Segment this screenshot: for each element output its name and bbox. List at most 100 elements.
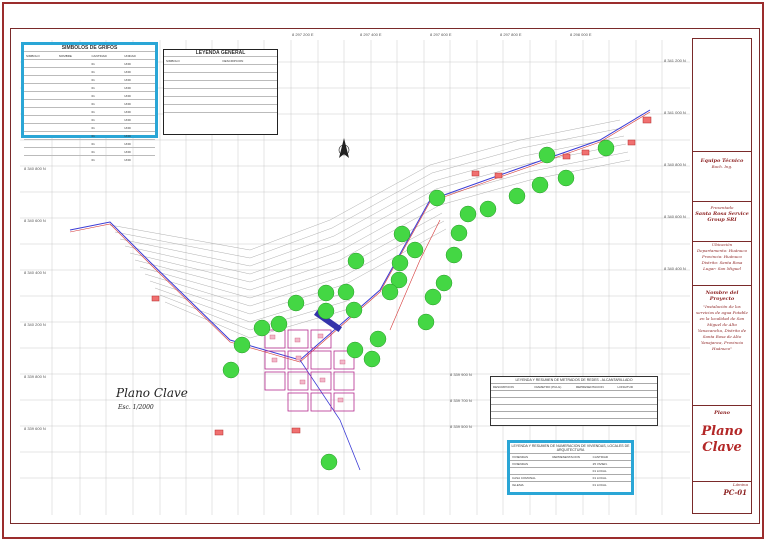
ubicacion-row: Distrito: Santa Rosa	[701, 260, 743, 265]
symbols-legend-row-cell: UND	[124, 101, 131, 106]
housing-legend-row-cell: CASA COMUNAL	[512, 476, 536, 480]
general-legend-row	[164, 88, 277, 96]
presentado-section: Presentado Santa Rosa Service Group SRI	[693, 201, 751, 241]
svg-text:8 297 200 E: 8 297 200 E	[292, 32, 314, 37]
symbols-legend-row: 01 UND	[24, 83, 155, 91]
network-legend-rows	[491, 390, 657, 425]
symbols-legend-table: SIMBOLOS DE GRIFOS SIMBOLO NOMBRE CANTID…	[21, 42, 158, 162]
svg-text:8 339 500 N: 8 339 500 N	[450, 424, 472, 429]
svg-text:8 340 600 N: 8 340 600 N	[24, 218, 46, 223]
header-descripcion: DESCRIPCION	[493, 385, 514, 389]
svg-text:8 340 800 N: 8 340 800 N	[24, 166, 46, 171]
symbols-legend-row-cell: 01	[91, 77, 95, 82]
symbols-legend-row: 01 UND	[24, 139, 155, 147]
network-legend-row	[491, 411, 657, 418]
symbols-legend-row-cell: UND	[124, 149, 131, 154]
nombre-proyecto-label: Nombre del Proyecto	[705, 290, 739, 302]
svg-text:8 297 600 E: 8 297 600 E	[430, 32, 452, 37]
general-legend-row	[164, 72, 277, 80]
symbols-legend-row-cell: UND	[124, 109, 131, 114]
svg-text:8 340 400 N: 8 340 400 N	[664, 266, 686, 271]
symbols-legend-row-cell: 01	[91, 141, 95, 146]
header-simbolo: SIMBOLO	[26, 53, 40, 58]
network-legend-header: DESCRIPCION DIAMETRO (PULG) REPRESENTACI…	[491, 383, 657, 390]
general-legend-title: LEYENDA GENERAL	[195, 50, 246, 56]
housing-legend-row-cell: 01 LOCAL	[592, 476, 607, 480]
header-representacion: REPRESENTACION	[576, 385, 604, 389]
housing-legend-row-cell: IGLESIA	[512, 483, 524, 487]
svg-text:8 339 800 N: 8 339 800 N	[24, 374, 46, 379]
svg-text:8 340 200 N: 8 340 200 N	[24, 322, 46, 327]
svg-text:8 339 600 N: 8 339 600 N	[24, 426, 46, 431]
general-legend-row	[164, 104, 277, 112]
symbols-legend-row-cell: 01	[91, 157, 95, 162]
equipo-tecnico-label: Equipo Técnico	[700, 158, 744, 164]
svg-text:8 298 000 E: 8 298 000 E	[570, 32, 592, 37]
housing-legend-row-cell: 01 LOCAL	[592, 483, 607, 487]
lamina-number: PC-01	[723, 488, 747, 497]
symbols-legend-row-cell: 01	[91, 149, 95, 154]
empresa-name: Santa Rosa Service Group SRI	[695, 211, 749, 223]
housing-legend-row: VIVIENDAS 25 VIVIEN.	[510, 460, 631, 467]
ubicacion-row: Lugar: San Miguel	[703, 266, 741, 271]
symbols-legend-row: 01 UND	[24, 99, 155, 107]
symbols-legend-row-cell: 01	[91, 85, 95, 90]
housing-legend-row: 01 LOCAL	[510, 467, 631, 474]
symbols-legend-row: 01 UND	[24, 147, 155, 155]
header-longitud: LONGITUD	[617, 385, 634, 389]
symbols-legend-row: 01 UND	[24, 107, 155, 115]
header-cantidad: CANTIDAD	[592, 455, 608, 459]
housing-legend-rows: VIVIENDAS 25 VIVIEN. 01 LOCAL CASA COMUNAL 0…	[510, 460, 631, 488]
housing-legend-row: IGLESIA 01 LOCAL	[510, 481, 631, 488]
general-legend-row	[164, 80, 277, 88]
symbols-legend-row-cell: UND	[124, 69, 131, 74]
header-representacion: REPRESENTACION	[552, 455, 580, 459]
general-legend-row	[164, 112, 277, 120]
symbols-legend-rows: 01 UND 01 UND 01 UND 01 UND 01 UND 01 UND 01 UND 01 UND…	[24, 59, 155, 163]
symbols-legend-row-cell: UND	[124, 85, 131, 90]
symbols-legend-row: 01 UND	[24, 59, 155, 67]
symbols-legend-row-cell: UND	[124, 93, 131, 98]
symbols-legend-row-cell: UND	[124, 77, 131, 82]
svg-text:8 341 000 N: 8 341 000 N	[664, 110, 686, 115]
header-diametro: DIAMETRO (PULG)	[534, 385, 562, 389]
header-cantidad: CANTIDAD	[91, 53, 107, 58]
header-descripcion: DESCRIPCION	[222, 58, 244, 63]
plano-section: Plano Plano Clave	[693, 405, 751, 481]
drawing-frame	[10, 28, 760, 524]
header-viviendas: VIVIENDAS	[512, 455, 529, 459]
symbols-legend-row: 01 UND	[24, 155, 155, 163]
logo-area	[693, 39, 751, 151]
svg-text:8 340 400 N: 8 340 400 N	[24, 270, 46, 275]
general-legend-table: LEYENDA GENERAL SIMBOLO DESCRIPCION	[163, 49, 278, 135]
housing-legend-row: CASA COMUNAL 01 LOCAL	[510, 474, 631, 481]
general-legend-row	[164, 64, 277, 72]
symbols-legend-row-cell: UND	[124, 125, 131, 130]
general-legend-header: SIMBOLO DESCRIPCION	[164, 56, 277, 64]
ubicacion-row: Departamento: Huánuco	[696, 248, 748, 253]
symbols-legend-row-cell: UND	[124, 61, 131, 66]
network-legend-title: LEYENDA Y RESUMEN DE METRADOS DE REDES -…	[515, 378, 633, 382]
svg-text:8 297 400 E: 8 297 400 E	[360, 32, 382, 37]
symbols-legend-row-cell: 01	[91, 61, 95, 66]
proyecto-section: Nombre del Proyecto "Instalación de los …	[693, 285, 751, 405]
plano-scale-label: Esc. 1/2000	[118, 404, 154, 411]
symbols-legend-row-cell: 01	[91, 109, 95, 114]
header-simbolo: SIMBOLO	[166, 58, 180, 63]
presentado-label: Presentado	[710, 205, 734, 210]
svg-text:8 340 600 N: 8 340 600 N	[664, 214, 686, 219]
proyecto-description: "Instalación de los servicios de agua Po…	[696, 304, 748, 351]
svg-text:8 339 700 N: 8 339 700 N	[450, 398, 472, 403]
town-blocks	[264, 329, 355, 412]
structure-markers	[151, 116, 652, 436]
symbols-legend-row-cell: UND	[124, 133, 131, 138]
network-legend-row	[491, 418, 657, 425]
symbols-legend-row: 01 UND	[24, 131, 155, 139]
plano-head-label: Plano	[714, 410, 730, 416]
header-nombre: NOMBRE	[58, 53, 72, 58]
symbols-legend-row-cell: 01	[91, 117, 95, 122]
ubicacion-section: Ubicación Departamento: Huánuco Provinci…	[693, 241, 751, 285]
symbols-legend-row: 01 UND	[24, 123, 155, 131]
